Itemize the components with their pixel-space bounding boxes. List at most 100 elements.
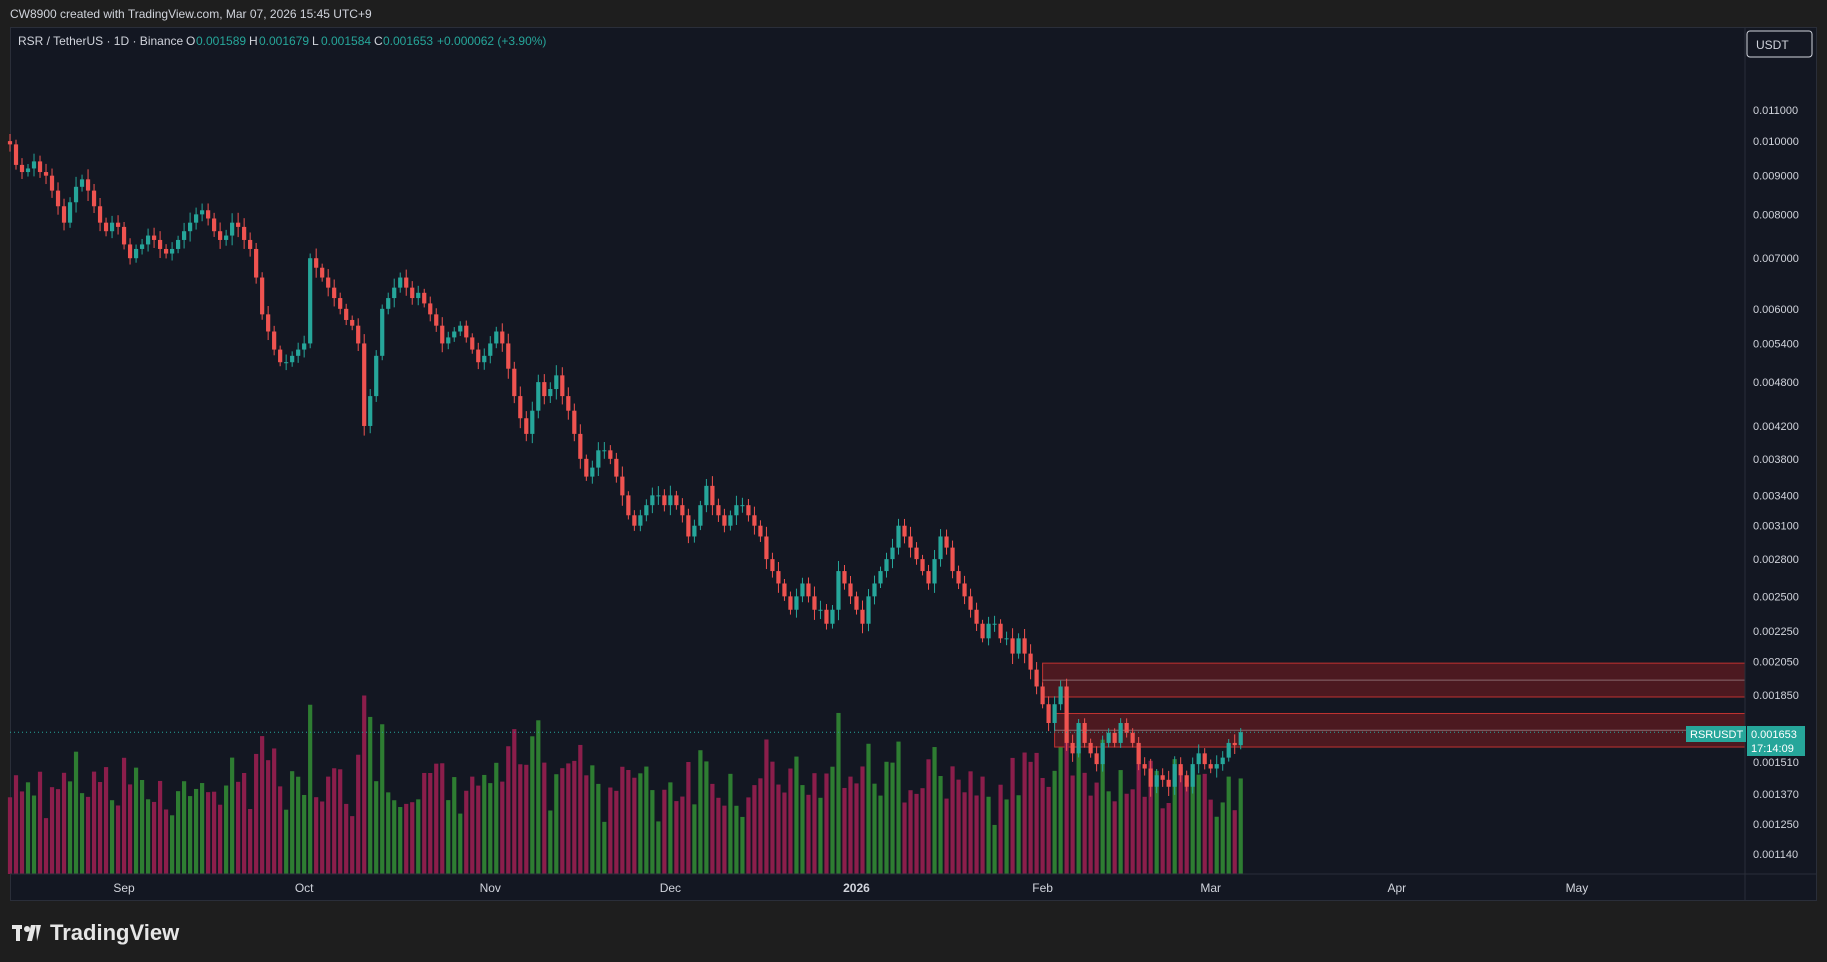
currency-button[interactable]: USDT [1746, 30, 1813, 58]
candle-body [1166, 779, 1171, 787]
tradingview-logo[interactable]: TradingView [12, 920, 179, 946]
volume-bar [85, 796, 91, 874]
price-tick-label: 0.003800 [1753, 454, 1799, 466]
candle-body [500, 331, 505, 344]
candle-body [926, 571, 931, 584]
volume-bar [818, 797, 823, 874]
price-tick-label: 0.001250 [1753, 819, 1799, 831]
candle-body [830, 609, 835, 624]
volume-bar [181, 781, 187, 874]
candle-body [302, 343, 307, 350]
volume-bar [200, 783, 205, 874]
volume-bar [1214, 816, 1219, 874]
volume-bar [314, 797, 319, 874]
volume-bar [626, 770, 631, 874]
volume-bar [458, 813, 463, 874]
candle-body [1112, 732, 1117, 743]
candle-body [314, 258, 319, 268]
time-tick-label: Mar [1200, 881, 1221, 895]
volume-bar [290, 771, 295, 874]
candle-body [266, 314, 271, 332]
volume-bar [602, 821, 607, 874]
supply-zones [1042, 662, 1746, 748]
volume-bar [344, 803, 349, 874]
candle-body [404, 277, 409, 288]
candle-body [61, 206, 67, 223]
legend-change: +0.000062 (+3.90%) [437, 34, 546, 48]
legend: RSR / TetherUS · 1D · Binance O 0.001589… [18, 34, 546, 48]
volume-bar [296, 776, 301, 874]
volume-bar [734, 805, 739, 874]
candle-body [896, 525, 901, 548]
candle-body [145, 235, 151, 245]
volume-bar [908, 790, 913, 874]
candle-body [115, 222, 121, 227]
volume-bar [644, 766, 649, 874]
volume-bar [260, 736, 265, 874]
volume-bar [1208, 799, 1213, 874]
candlesticks [7, 134, 1243, 797]
volume-bar [1232, 810, 1237, 874]
volume-bar [404, 803, 409, 874]
volume-bar [326, 776, 331, 874]
volume-bar [1190, 768, 1195, 874]
volume-bar [1154, 770, 1159, 874]
volume-bar [788, 768, 793, 874]
volume-bar [962, 792, 967, 874]
candle-body [1088, 742, 1093, 754]
volume-bar [578, 744, 583, 874]
candle-body [139, 244, 145, 249]
volume-bar [115, 805, 121, 874]
volume-bar [728, 773, 733, 874]
candle-body [332, 287, 337, 299]
candle-body [1154, 775, 1159, 787]
volume-bar [716, 797, 721, 874]
legend-l-value: 0.001584 [321, 34, 371, 48]
candle-body [704, 485, 709, 506]
volume-bar [254, 753, 259, 874]
candle-body [758, 525, 763, 537]
candle-body [980, 623, 985, 639]
candle-body [1052, 704, 1057, 724]
candle-body [230, 222, 235, 236]
candle-body [608, 450, 613, 459]
volume-bar [530, 736, 535, 874]
candle-body [133, 248, 139, 259]
volume-bar [884, 761, 889, 874]
candle-body [932, 559, 937, 584]
candle-body [542, 382, 547, 397]
candle-body [680, 505, 685, 516]
volume-bar [338, 769, 343, 874]
candle-body [103, 222, 109, 232]
candle-body [248, 239, 253, 249]
candle-body [91, 190, 97, 207]
candle-body [470, 337, 475, 350]
volume-bar [986, 796, 991, 874]
volume-bar [145, 799, 151, 874]
candle-body [524, 418, 529, 434]
candle-body [434, 314, 439, 326]
volume-bar [638, 773, 643, 874]
volume-bar [464, 790, 469, 874]
volume-bar [494, 762, 499, 874]
volume-bar [284, 809, 289, 874]
volume-bar [7, 797, 13, 874]
price-tick-label: 0.001370 [1753, 789, 1799, 801]
candle-body [169, 248, 175, 254]
candle-body [794, 596, 799, 610]
volume-bar [854, 783, 859, 874]
volume-bar [1118, 770, 1123, 874]
candle-body [19, 164, 25, 173]
volume-bar [920, 788, 925, 874]
volume-bar [1076, 749, 1081, 874]
volume-bar [1004, 799, 1009, 874]
candle-body [7, 141, 13, 145]
candle-body [127, 244, 133, 259]
candle-body [1184, 775, 1189, 787]
candle-body [1238, 732, 1243, 746]
candle-body [151, 235, 157, 240]
time-axis: Sep Oct Nov Dec 2026 Feb Mar Apr May [10, 873, 1817, 895]
volume-bar [1142, 796, 1147, 874]
volume-bar [1082, 772, 1087, 874]
